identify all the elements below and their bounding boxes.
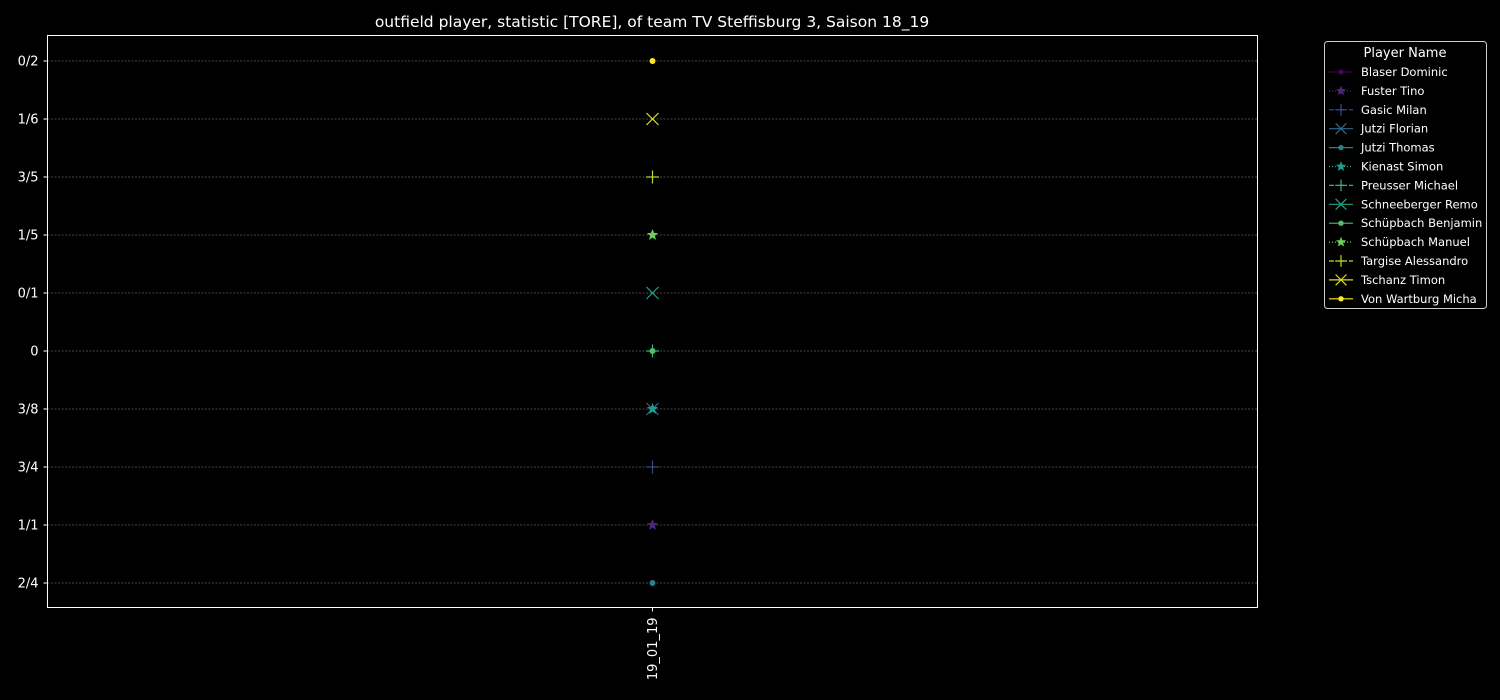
legend-item: Kienast Simon [1329,160,1443,174]
legend-marker [1335,179,1347,192]
x-axis-ticks: 19_01_19 [646,607,661,681]
data-point [646,170,659,184]
legend-marker [1338,144,1344,151]
legend-label: Tschanz Timon [1360,273,1445,287]
legend-label: Schüpbach Benjamin [1361,216,1482,230]
data-point [646,229,659,240]
legend-marker [1335,122,1347,135]
legend-marker [1335,103,1347,116]
legend-label: Preusser Michael [1361,178,1458,192]
legend-label: Jutzi Thomas [1360,141,1435,155]
y-tick-label: 1/1 [18,519,39,534]
grid-lines [47,60,1258,584]
legend-box [1324,41,1487,309]
legend-marker [1335,198,1347,211]
legend-marker [1338,69,1344,75]
data-point [646,112,659,126]
y-tick-label: 1/6 [18,113,39,128]
legend-label: Gasic Milan [1361,103,1427,117]
data-point [646,286,659,300]
legend-label: Kienast Simon [1361,160,1443,174]
legend-item: Jutzi Florian [1329,122,1428,136]
data-point [646,403,659,414]
legend-label: Blaser Dominic [1361,65,1448,79]
x-tick-label: 19_01_19 [646,618,661,681]
legend-label: Schneeberger Remo [1361,197,1478,211]
data-point [649,580,656,586]
data-markers [646,58,659,586]
chart-title: outfield player, statistic [TORE], of te… [375,13,929,32]
y-tick-label: 3/4 [18,461,39,476]
legend-label: Targise Alessandro [1360,254,1468,268]
y-tick-label: 0/2 [18,55,39,70]
legend-label: Schüpbach Manuel [1361,235,1470,249]
data-point [649,58,656,64]
y-tick-label: 0 [30,345,38,360]
legend-item: Gasic Milan [1329,103,1427,117]
data-point [649,348,656,354]
legend-item: Schüpbach Manuel [1329,235,1470,249]
legend-label: Von Wartburg Micha [1361,292,1477,306]
legend-item: Fuster Tino [1329,84,1424,98]
legend-item: Jutzi Thomas [1329,141,1435,155]
legend-label: Fuster Tino [1361,84,1424,98]
legend-label: Jutzi Florian [1360,122,1428,136]
y-tick-label: 0/1 [18,287,39,302]
legend-item: Preusser Michael [1329,178,1458,192]
legend-item: Schüpbach Benjamin [1329,216,1482,230]
data-point [646,460,659,474]
legend-marker [1335,236,1347,247]
legend-marker [1335,85,1347,96]
legend-marker [1335,255,1347,267]
legend-item: Blaser Dominic [1329,65,1448,79]
legend-marker [1335,161,1347,171]
legend-marker [1338,296,1344,302]
y-axis-ticks: 2/4 1/1 3/4 3/8 0 0/1 1/5 3/5 1/6 0/2 [18,55,48,592]
data-point [646,519,659,530]
y-tick-label: 3/5 [18,171,39,186]
y-tick-label: 3/8 [18,403,39,418]
legend-item: Schneeberger Remo [1329,197,1478,211]
y-tick-label: 2/4 [18,577,39,592]
legend-item: Targise Alessandro [1329,254,1468,268]
legend: Player Name Blaser Dominic Fuster Tino Gas… [1324,41,1487,309]
legend-item: Von Wartburg Micha [1329,292,1477,306]
legend-item: Tschanz Timon [1329,273,1445,287]
legend-marker [1335,274,1347,286]
y-tick-label: 1/5 [18,229,39,244]
legend-title: Player Name [1364,46,1447,61]
legend-marker [1338,220,1344,226]
